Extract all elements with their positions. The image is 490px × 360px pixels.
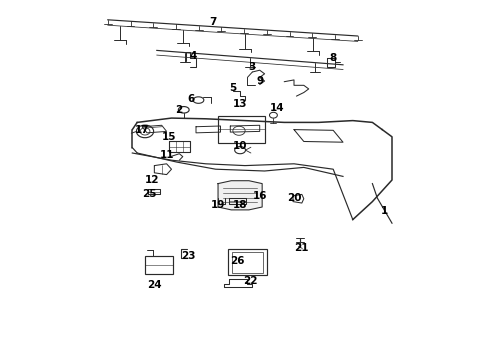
Text: 11: 11 [159,150,174,160]
Text: 8: 8 [330,53,337,63]
Text: 7: 7 [209,17,217,27]
Text: 25: 25 [142,189,157,199]
Bar [218,116,265,143]
Text: 9: 9 [256,76,263,86]
Bar [228,249,267,275]
Text: 16: 16 [252,191,267,201]
Text: 4: 4 [190,51,197,61]
Text: 14: 14 [270,103,284,113]
Text: 1: 1 [381,206,388,216]
Text: 13: 13 [233,99,247,109]
Text: 19: 19 [211,200,225,210]
Text: 17: 17 [135,125,149,135]
Bar [232,252,263,273]
Text: 2: 2 [175,105,182,115]
Text: 12: 12 [145,175,159,185]
Text: 3: 3 [249,62,256,72]
Text: 26: 26 [230,256,245,266]
Text: 15: 15 [162,132,176,142]
Text: 5: 5 [229,83,236,93]
Bar [145,256,173,274]
Text: 21: 21 [294,243,309,253]
Text: 23: 23 [181,251,196,261]
Text: 18: 18 [233,200,247,210]
Text: 10: 10 [233,141,247,151]
Text: 6: 6 [188,94,195,104]
Text: 20: 20 [287,193,301,203]
Text: 24: 24 [147,280,162,290]
Polygon shape [218,181,262,210]
Text: 22: 22 [243,276,257,286]
